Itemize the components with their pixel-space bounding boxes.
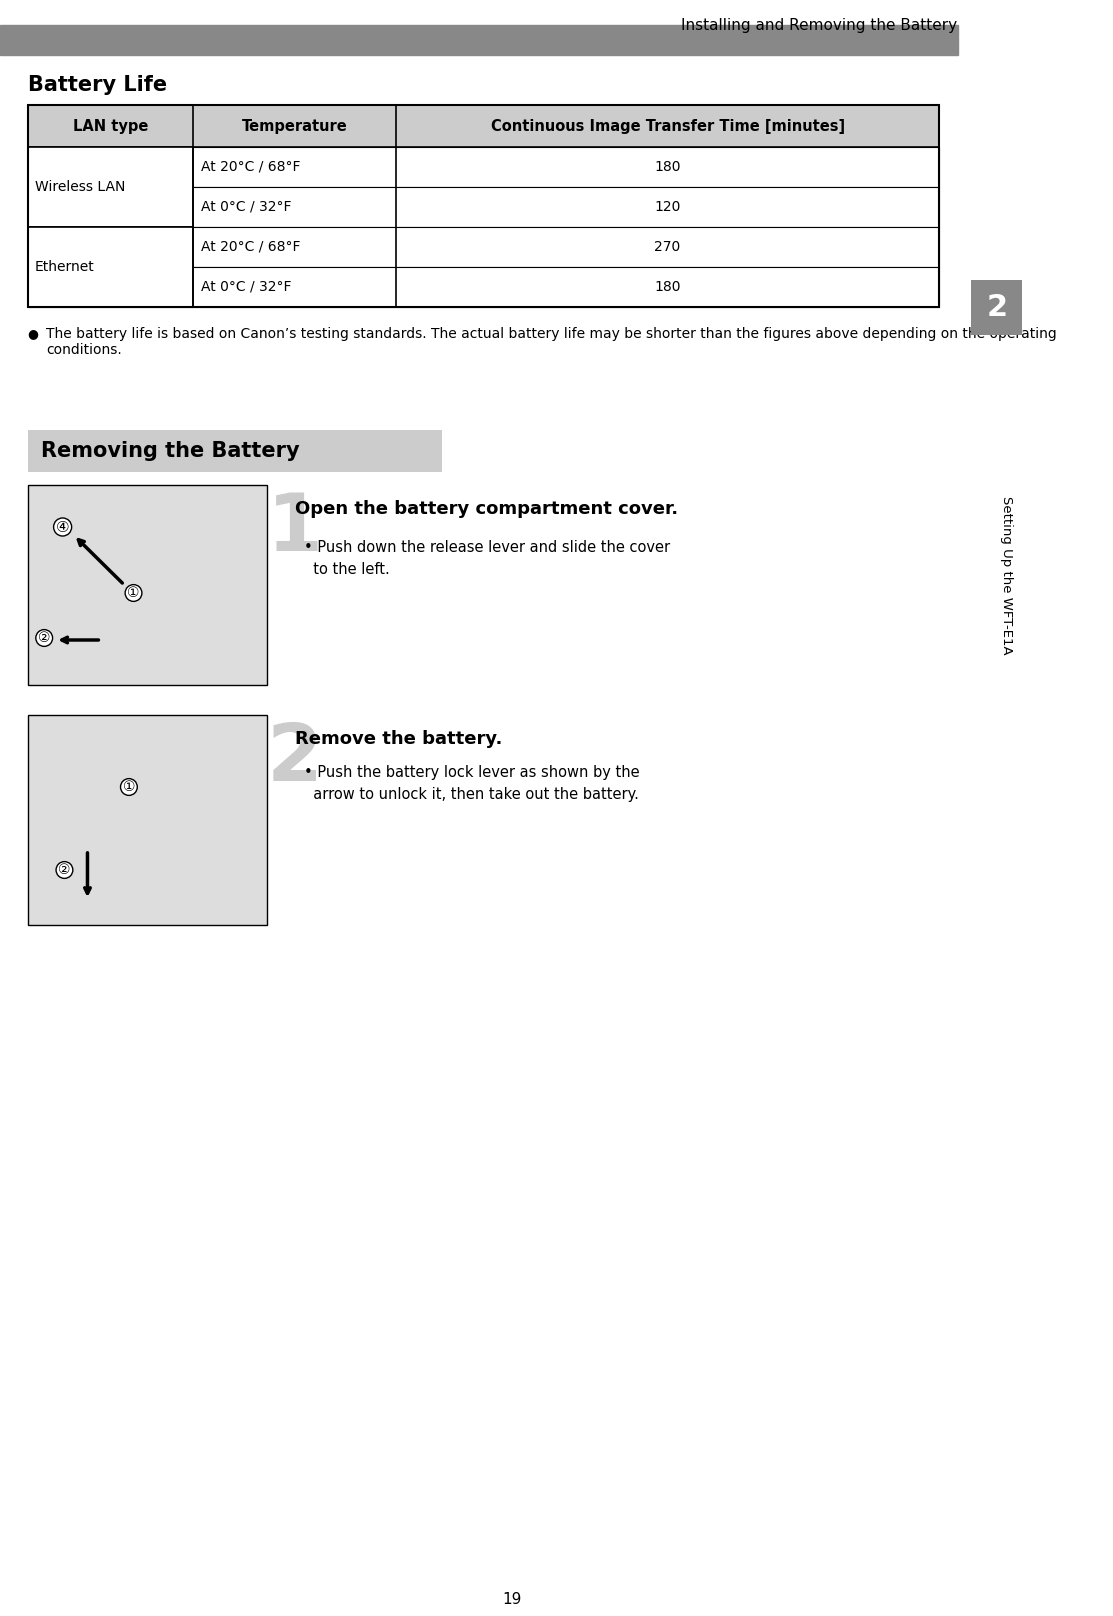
Text: ④: ④ (56, 519, 69, 535)
Text: • Push down the release lever and slide the cover
  to the left.: • Push down the release lever and slide … (304, 540, 670, 577)
Bar (972, 280, 1022, 335)
Text: Wireless LAN: Wireless LAN (35, 179, 126, 194)
Text: At 0°C / 32°F: At 0°C / 32°F (200, 280, 292, 294)
Text: ①: ① (127, 587, 140, 600)
Text: 19: 19 (502, 1592, 522, 1608)
Text: Ethernet: Ethernet (35, 260, 95, 275)
Text: LAN type: LAN type (72, 118, 148, 134)
Bar (28, 147, 194, 226)
Bar (28, 105, 939, 307)
Text: 2: 2 (986, 292, 1007, 322)
Text: Continuous Image Transfer Time [minutes]: Continuous Image Transfer Time [minutes] (491, 118, 845, 134)
Bar (988, 351, 1025, 800)
Text: ①: ① (122, 781, 135, 793)
Text: ②: ② (58, 863, 71, 877)
Text: Battery Life: Battery Life (28, 74, 167, 95)
Bar (28, 147, 939, 187)
Bar (28, 267, 939, 307)
Bar (28, 430, 442, 472)
Bar (28, 485, 267, 685)
Text: Removing the Battery: Removing the Battery (41, 441, 301, 461)
Text: Temperature: Temperature (242, 118, 347, 134)
Text: 120: 120 (654, 200, 681, 213)
Text: ②: ② (38, 630, 50, 645)
Text: Open the battery compartment cover.: Open the battery compartment cover. (295, 499, 678, 519)
Text: 1: 1 (267, 490, 323, 567)
Text: 270: 270 (654, 241, 681, 254)
Bar (28, 226, 939, 267)
Text: The battery life is based on Canon’s testing standards. The actual battery life : The battery life is based on Canon’s tes… (46, 326, 1056, 357)
Text: Setting Up the WFT-E1A: Setting Up the WFT-E1A (999, 496, 1013, 654)
Text: At 20°C / 68°F: At 20°C / 68°F (200, 241, 301, 254)
Text: At 20°C / 68°F: At 20°C / 68°F (200, 160, 301, 175)
Bar (28, 226, 194, 307)
Bar (28, 714, 267, 924)
Text: • Push the battery lock lever as shown by the
  arrow to unlock it, then take ou: • Push the battery lock lever as shown b… (304, 764, 640, 802)
Text: 180: 180 (654, 160, 681, 175)
Text: Remove the battery.: Remove the battery. (295, 730, 502, 748)
Text: 2: 2 (267, 721, 323, 798)
Text: Installing and Removing the Battery: Installing and Removing the Battery (681, 18, 957, 32)
Text: 180: 180 (654, 280, 681, 294)
Bar (0, 24, 957, 55)
Text: ●: ● (28, 326, 39, 339)
Bar (28, 187, 939, 226)
Text: At 0°C / 32°F: At 0°C / 32°F (200, 200, 292, 213)
Bar (28, 105, 939, 147)
